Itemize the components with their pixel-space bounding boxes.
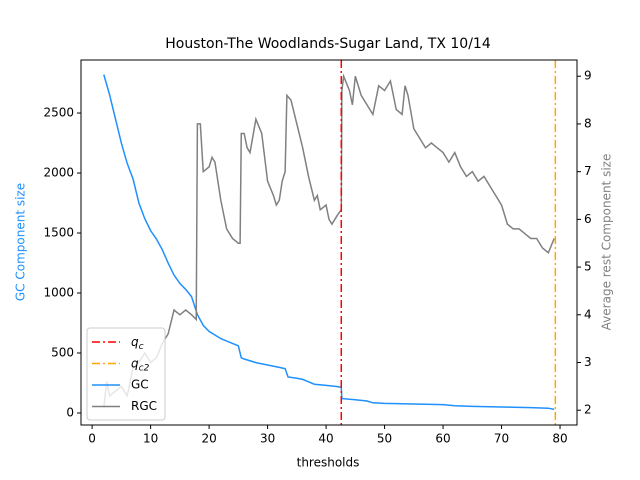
x-tick-label: 20 [201, 432, 216, 446]
x-tick-label: 80 [552, 432, 567, 446]
y2-tick-label: 6 [584, 212, 592, 226]
x-tick-label: 10 [143, 432, 158, 446]
y-tick-label: 2000 [43, 166, 74, 180]
x-tick-label: 0 [88, 432, 96, 446]
legend-label-main: q [131, 335, 139, 349]
series-line [103, 74, 555, 411]
y2-tick-label: 7 [584, 164, 592, 178]
series-line [103, 73, 555, 408]
y2-tick-label: 5 [584, 260, 592, 274]
legend-label-main: q [131, 356, 139, 370]
legend-box [86, 327, 166, 421]
y-tick-label: 1500 [43, 226, 74, 240]
legend-label-sub: c2 [139, 363, 150, 373]
chart-title: Houston-The Woodlands-Sugar Land, TX 10/… [165, 36, 491, 52]
y2-tick-label: 3 [584, 355, 592, 369]
legend-label: qc [131, 335, 144, 352]
y-tick-label: 0 [66, 406, 74, 420]
legend-label: GC [131, 378, 149, 392]
x-tick-label: 30 [260, 432, 275, 446]
y-tick-label: 1000 [43, 286, 74, 300]
y2-tick-label: 4 [584, 307, 592, 321]
x-tick-label: 40 [318, 432, 333, 446]
x-axis-label: thresholds [297, 456, 360, 470]
x-tick-label: 50 [377, 432, 392, 446]
y-axis-label: GC Component size [14, 183, 28, 301]
y2-axis-label: Average rest Component size [600, 154, 614, 331]
x-tick-label: 60 [435, 432, 450, 446]
legend-label: RGC [131, 399, 157, 413]
x-tick-label: 70 [494, 432, 509, 446]
y2-tick-label: 8 [584, 116, 592, 130]
y2-tick-label: 9 [584, 69, 592, 83]
y-tick-label: 500 [51, 346, 74, 360]
y2-tick-label: 2 [584, 403, 592, 417]
legend-label-sub: c [139, 342, 144, 352]
legend-label: qc2 [131, 356, 150, 373]
y-tick-label: 2500 [43, 106, 74, 120]
plot-frame [80, 59, 578, 426]
